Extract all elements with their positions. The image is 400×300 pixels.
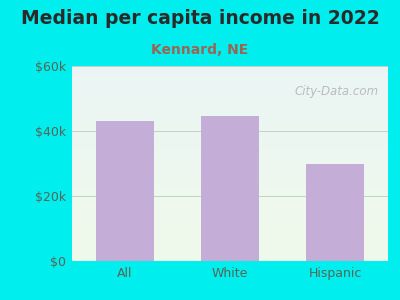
Bar xyxy=(201,116,259,261)
Text: City-Data.com: City-Data.com xyxy=(294,85,378,98)
Bar xyxy=(306,164,364,261)
Text: Kennard, NE: Kennard, NE xyxy=(151,44,249,58)
Bar xyxy=(96,121,154,261)
Text: Median per capita income in 2022: Median per capita income in 2022 xyxy=(21,9,379,28)
